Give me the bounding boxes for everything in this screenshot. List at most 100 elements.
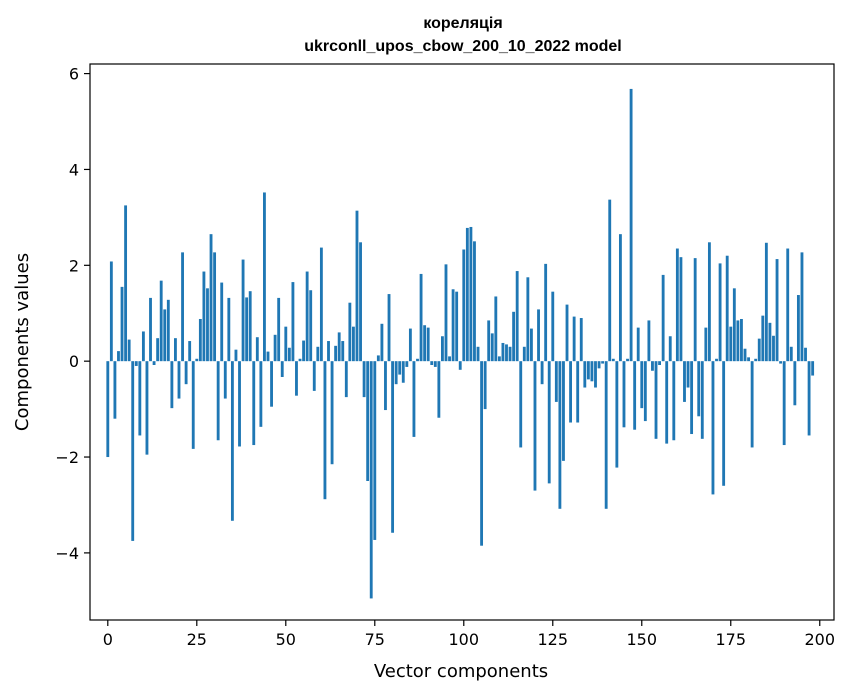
bar [295,361,298,396]
bar [729,326,733,362]
bar [697,361,701,417]
bar [651,361,654,371]
bar [661,274,665,362]
bar [604,361,608,509]
bar [700,361,704,439]
bar [131,361,135,541]
y-axis-label: Components values [12,253,33,431]
bar [408,328,412,362]
x-tick-label: 100 [449,630,480,649]
bar [394,361,398,385]
x-tick-label: 75 [365,630,385,649]
bars-group [106,88,815,599]
bar [181,252,184,362]
bar [537,309,540,362]
bar [611,358,615,362]
bar [280,361,284,377]
bar [198,318,202,362]
bar [800,252,804,362]
bar [505,344,508,362]
bar [334,345,338,362]
bar [213,252,217,362]
bar [512,311,516,362]
bar [743,348,747,362]
bar [707,242,711,362]
bar [640,361,644,409]
bar [152,361,156,365]
bar [551,291,555,362]
bar [768,322,772,362]
bar [732,288,736,362]
bar [433,361,437,367]
bar [327,341,330,362]
bar [444,264,448,362]
bar [384,361,387,411]
bar [202,271,206,362]
bar [145,361,149,455]
bar [316,346,320,362]
bar [437,361,441,418]
bar [786,248,790,362]
bar [248,291,252,362]
bar [690,361,694,435]
bar [455,291,459,362]
bar [490,333,494,362]
bar [590,361,594,382]
bar [764,242,768,362]
bar [195,358,199,362]
bar [362,361,366,398]
bar [309,290,313,362]
bar [284,326,288,362]
bar [480,361,484,546]
bar [405,361,409,367]
x-tick-label: 125 [538,630,569,649]
bar [497,356,501,362]
bar [747,357,750,362]
bar [323,361,327,500]
bar [736,320,740,362]
bar [761,315,765,362]
bar [565,304,569,362]
bar [305,271,309,362]
bar [608,199,612,362]
bar [302,340,306,362]
bar [522,346,526,362]
bar [245,297,249,362]
bar [775,259,779,362]
bar [594,361,597,388]
bar [722,361,726,486]
bar [782,361,786,446]
bar [665,361,669,444]
bar [618,234,622,362]
bar [319,247,323,362]
bar [508,346,512,362]
bar [109,261,113,362]
bar [430,361,434,365]
bar [156,338,160,362]
bar [658,361,661,365]
bar [476,346,480,362]
bar [412,361,416,437]
bar [255,337,259,362]
bar [683,361,686,402]
bar [629,88,633,362]
bar [451,289,455,362]
bar [337,332,341,362]
bar [487,320,491,362]
bar [441,336,444,362]
bar [117,351,120,362]
bar [569,361,572,423]
y-tick-label: 0 [69,352,79,371]
bar [138,361,142,436]
y-tick-label: 2 [69,256,79,275]
y-tick-label: 6 [69,65,79,84]
bar [170,361,174,409]
bar [426,327,430,362]
bar [206,288,209,362]
bar [252,361,256,446]
bar [715,358,718,362]
bar [796,295,800,362]
bar [277,297,281,362]
bar [529,328,533,362]
